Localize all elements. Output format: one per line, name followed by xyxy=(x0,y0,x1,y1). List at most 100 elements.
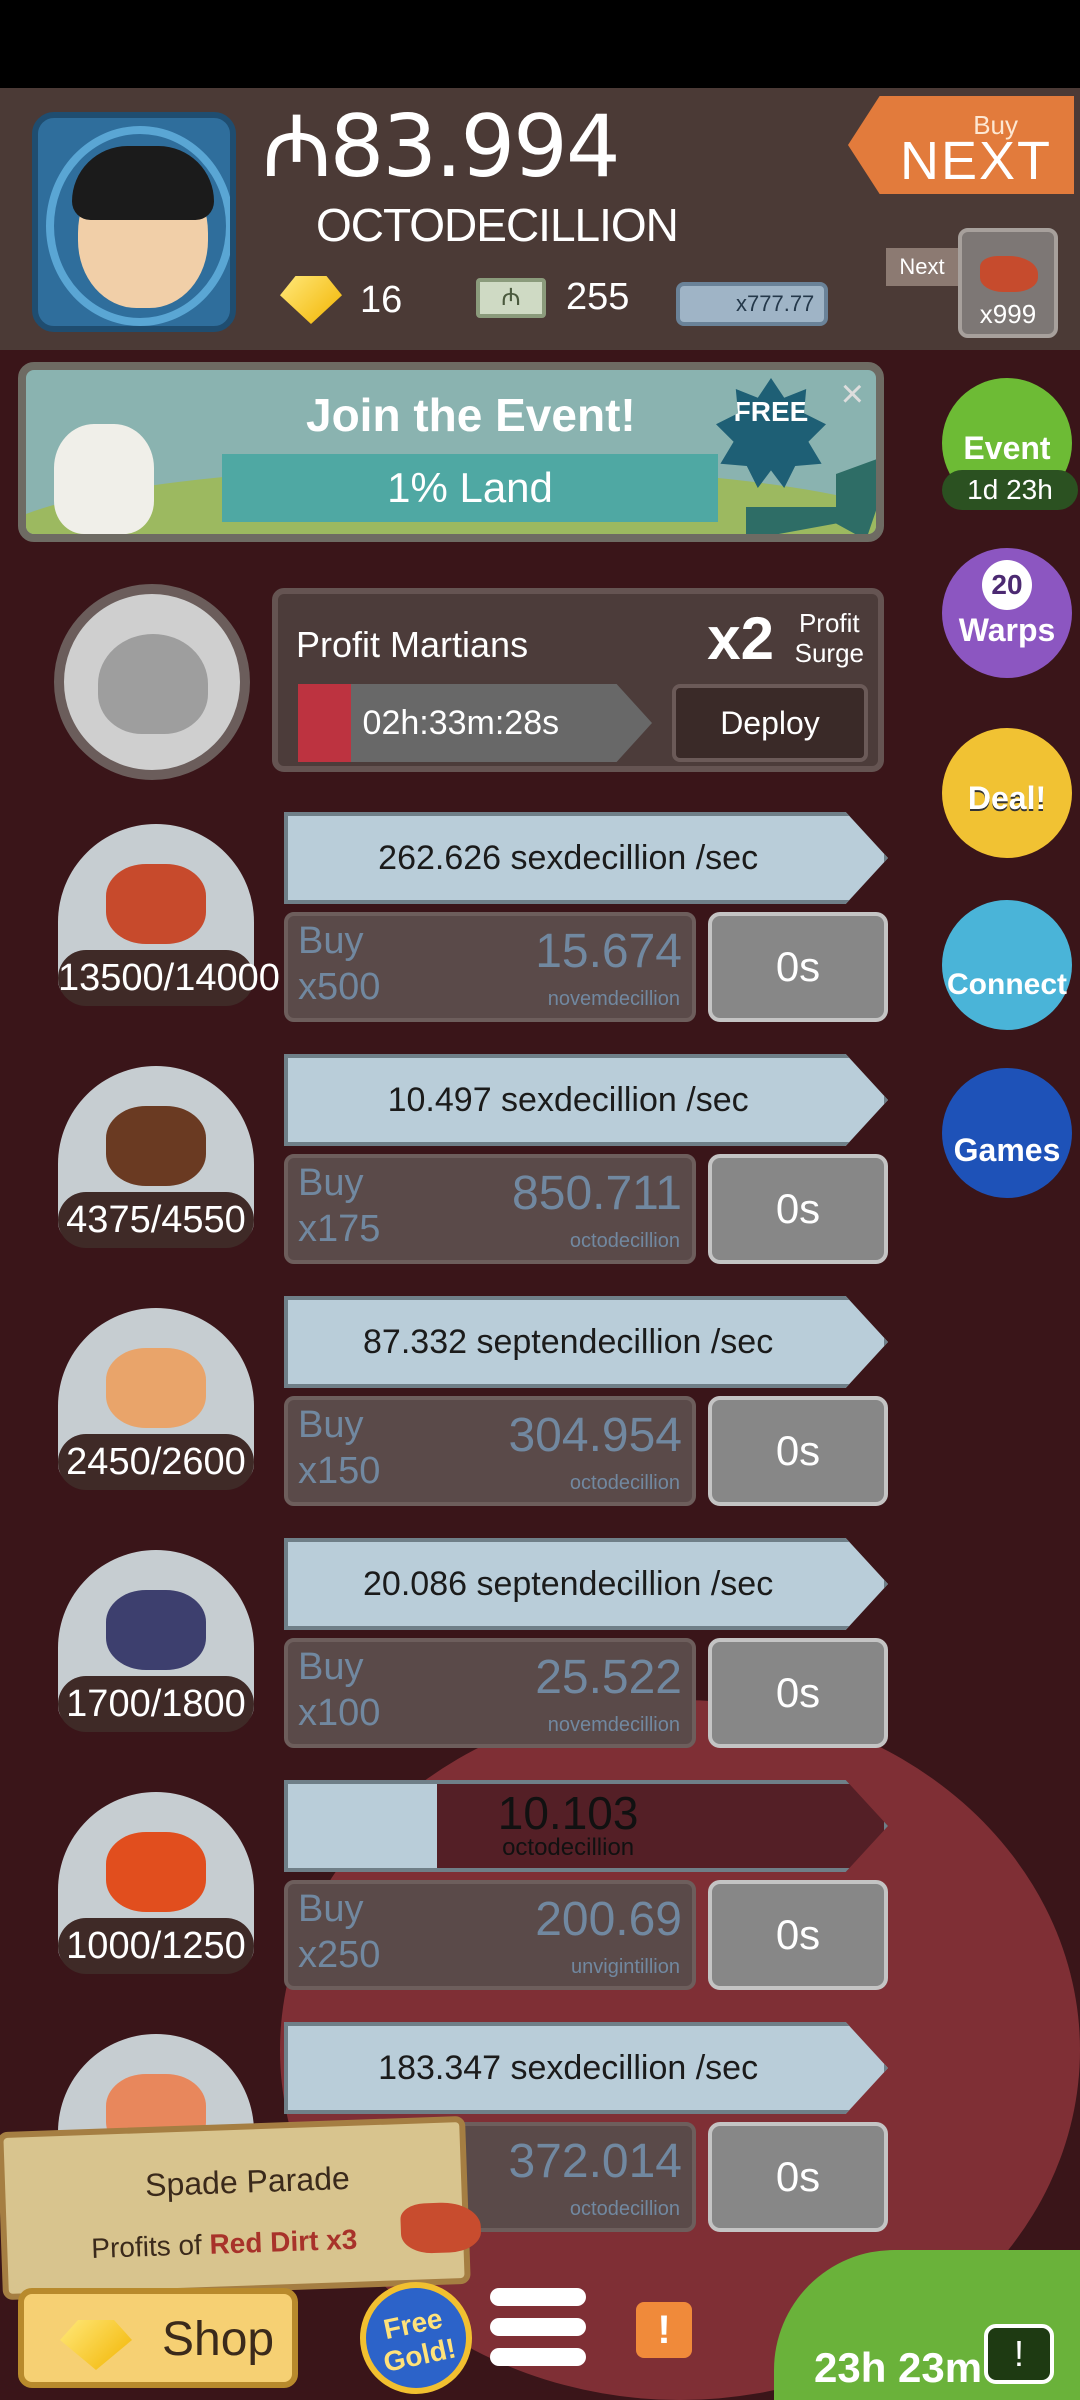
tv-ad-button[interactable]: 23h 23m ! xyxy=(774,2250,1080,2400)
business-timer: 0s xyxy=(708,2122,888,2232)
beetle-icon xyxy=(106,1590,206,1670)
business-rate[interactable]: 262.626 sexdecillion /sec xyxy=(284,812,888,904)
profit-martians-panel: Profit Martians x2 Profit Surge 02h:33m:2… xyxy=(272,588,884,772)
business-row: 2450/2600 87.332 septendecillion /sec Bu… xyxy=(0,1296,900,1512)
promo-banner[interactable]: Spade Parade Profits of Red Dirt x3 xyxy=(0,2115,482,2301)
event-banner[interactable]: Join the Event! 1% Land FREE × xyxy=(18,362,884,542)
buy-cost-unit: octodecillion xyxy=(569,1472,680,1494)
deploy-button[interactable]: Deploy xyxy=(672,684,868,762)
warps-button[interactable]: 20 Warps xyxy=(942,548,1072,678)
money-symbol: ₼ xyxy=(262,97,332,197)
business-timer: 0s xyxy=(708,1880,888,1990)
business-count: 4375/4550 xyxy=(58,1192,254,1248)
buy-button[interactable]: Buy x500 15.674 novemdecillion xyxy=(284,912,696,1022)
promo-title: Spade Parade xyxy=(144,2159,351,2204)
menu-line xyxy=(490,2318,586,2336)
buy-cost-unit: novemdecillion xyxy=(547,1714,680,1736)
buy-cost: 200.69 xyxy=(535,1893,682,1946)
shop-label: Shop xyxy=(162,2313,275,2366)
gold-counter[interactable]: 16 xyxy=(280,276,402,324)
megabucks-count: 255 xyxy=(566,276,630,318)
buy-cost: 15.674 xyxy=(535,925,682,978)
business-timer: 0s xyxy=(708,1638,888,1748)
business-rate-label: 262.626 sexdecillion /sec xyxy=(378,839,759,877)
warps-count: 20 xyxy=(982,560,1032,610)
buy-quantity: x100 xyxy=(298,1692,381,1734)
alert-icon[interactable]: ! xyxy=(636,2302,692,2358)
games-button[interactable]: Games xyxy=(942,1068,1072,1198)
red-dirt-icon xyxy=(980,256,1038,292)
business-timer: 0s xyxy=(708,1154,888,1264)
martians-timer: 02h:33m:28s xyxy=(298,684,652,762)
next-business-box[interactable]: x999 xyxy=(958,228,1058,338)
warps-label: Warps xyxy=(958,612,1056,648)
business-progress-unit: octodecillion xyxy=(502,1834,635,1861)
menu-line xyxy=(490,2348,586,2366)
next-count: x999 xyxy=(979,299,1037,329)
martians-title: Profit Martians xyxy=(296,624,529,665)
buy-next-small-label: Buy xyxy=(973,110,1018,140)
money-value: 83.994 xyxy=(329,97,621,197)
buy-label: Buy xyxy=(298,920,364,962)
buy-quantity: x150 xyxy=(298,1450,381,1492)
buy-label: Buy xyxy=(298,1404,364,1446)
surge-line2: Surge xyxy=(794,638,864,668)
promo-line: Profits of Red Dirt x3 xyxy=(91,2224,358,2265)
shop-button[interactable]: Shop xyxy=(18,2288,298,2388)
red-dirt-icon xyxy=(399,2201,482,2255)
business-row: 4375/4550 10.497 sexdecillion /sec Buy x… xyxy=(0,1054,900,1270)
business-rate-label: 183.347 sexdecillion /sec xyxy=(378,2049,759,2087)
business-rate-label: 87.332 septendecillion /sec xyxy=(363,1323,774,1361)
megabucks-counter[interactable]: ₼ 255 xyxy=(476,276,629,319)
buy-cost: 850.711 xyxy=(512,1167,682,1220)
buy-next-button[interactable]: Buy NEXT xyxy=(848,96,1074,194)
chocolate-icon xyxy=(106,1106,206,1186)
martian-icon[interactable] xyxy=(54,584,250,780)
deal-label: Deal! xyxy=(967,780,1047,816)
mascot-icon xyxy=(54,424,154,534)
business-row: 1700/1800 20.086 septendecillion /sec Bu… xyxy=(0,1538,900,1754)
martians-timer-label: 02h:33m:28s xyxy=(362,704,560,742)
buy-cost: 304.954 xyxy=(508,1409,682,1462)
megabucks-icon: ₼ xyxy=(476,277,546,318)
business-timer: 0s xyxy=(708,1396,888,1506)
coin-sun-icon xyxy=(106,1832,206,1912)
next-label: Next xyxy=(886,248,958,286)
buy-quantity: x500 xyxy=(298,966,381,1008)
business-rate-label: 20.086 septendecillion /sec xyxy=(363,1565,774,1603)
business-rate[interactable]: 20.086 septendecillion /sec xyxy=(284,1538,888,1630)
buy-button[interactable]: Buy x175 850.711 octodecillion xyxy=(284,1154,696,1264)
tv-icon: ! xyxy=(984,2324,1054,2384)
event-subtitle: 1% Land xyxy=(222,454,718,522)
buy-cost: 372.014 xyxy=(508,2135,682,2188)
close-icon[interactable]: × xyxy=(840,372,864,416)
hair-icon xyxy=(72,146,214,220)
deal-button[interactable]: Deal! xyxy=(942,728,1072,858)
helmet-icon xyxy=(46,126,230,326)
business-timer: 0s xyxy=(708,912,888,1022)
business-progress-value: 10.103 xyxy=(497,1787,639,1839)
business-rate[interactable]: 183.347 sexdecillion /sec xyxy=(284,2022,888,2114)
business-rate[interactable]: 87.332 septendecillion /sec xyxy=(284,1296,888,1388)
buy-button[interactable]: Buy x100 25.522 novemdecillion xyxy=(284,1638,696,1748)
buy-button[interactable]: Buy x150 304.954 octodecillion xyxy=(284,1396,696,1506)
megabucks-stack[interactable]: x777.77 xyxy=(676,282,828,326)
business-count: 2450/2600 xyxy=(58,1434,254,1490)
money-unit: OCTODECILLION xyxy=(316,199,679,251)
buy-cost-unit: octodecillion xyxy=(569,1230,680,1252)
business-rate[interactable]: 10.497 sexdecillion /sec xyxy=(284,1054,888,1146)
buy-button[interactable]: Buy x250 200.69 unvigintillion xyxy=(284,1880,696,1990)
menu-icon[interactable] xyxy=(490,2288,586,2388)
event-title: Join the Event! xyxy=(306,389,636,441)
connect-button[interactable]: Connect xyxy=(942,900,1072,1030)
tv-time: 23h 23m xyxy=(814,2344,983,2391)
business-progress[interactable]: 10.103 octodecillion xyxy=(284,1780,888,1872)
money-amount: ₼83.994 xyxy=(262,104,621,190)
buy-cost-unit: octodecillion xyxy=(569,2198,680,2220)
buy-cost: 25.522 xyxy=(535,1651,682,1704)
business-count: 1700/1800 xyxy=(58,1676,254,1732)
martians-timer-fill xyxy=(298,684,352,762)
status-bar xyxy=(0,0,1080,88)
buy-quantity: x250 xyxy=(298,1934,381,1976)
avatar[interactable] xyxy=(32,112,236,332)
